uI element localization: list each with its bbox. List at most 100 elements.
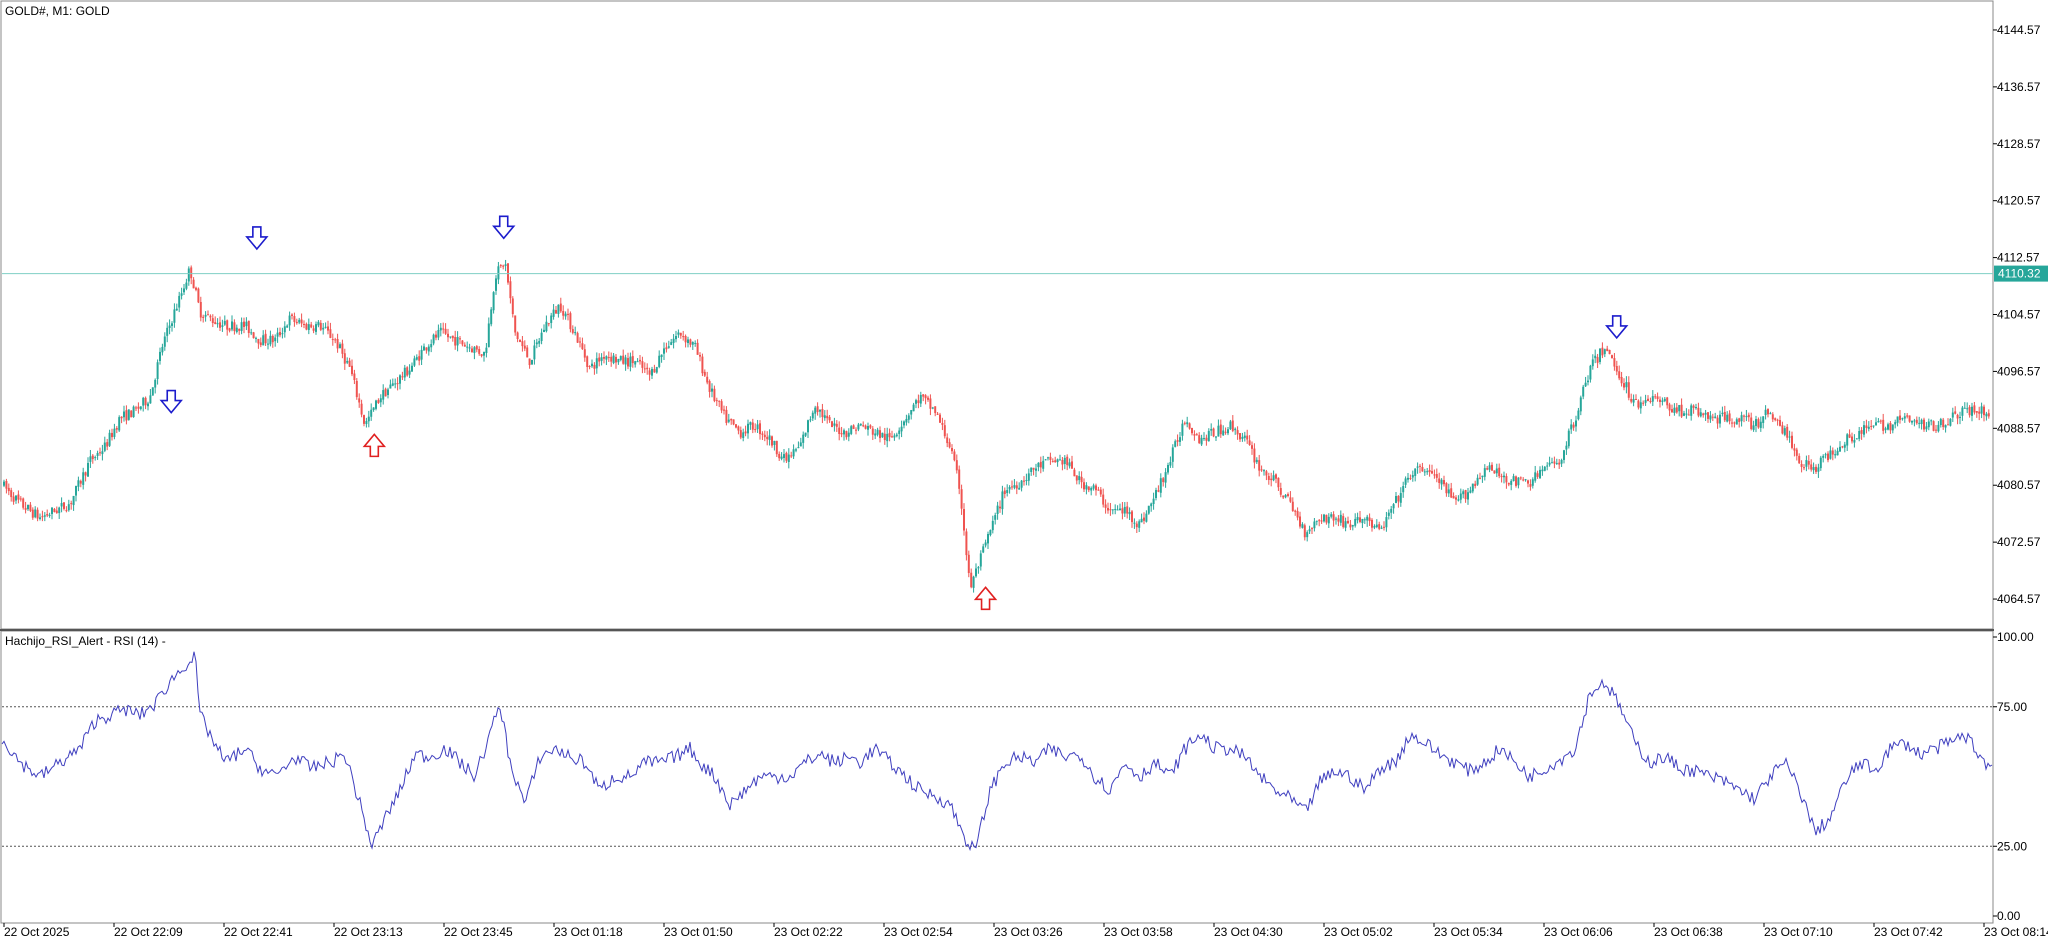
price-tick-label: 4144.57 [1997,23,2041,37]
time-tick-label: 23 Oct 07:10 [1764,925,1833,939]
candle-body [389,384,392,389]
candle-body [1171,447,1174,462]
candle-body [581,343,584,350]
candle-body [617,359,620,363]
candle-body [99,452,101,454]
candle-body [1882,419,1885,431]
candle-body [1591,359,1594,367]
candle-body [603,356,605,359]
candle-body [1440,479,1443,485]
candle-body [394,383,397,385]
candle-body [228,328,231,331]
candle-body [867,426,869,430]
candle-body [1457,499,1460,501]
candle-body [523,345,526,349]
candle-body [144,397,147,406]
candle-body [315,324,317,332]
candle-body [1911,420,1913,423]
candle-body [1699,412,1702,417]
candle-body [1944,425,1947,428]
candle-body [684,336,687,343]
candle-body [951,447,953,452]
candle-body [163,336,166,347]
time-tick-label: 23 Oct 03:26 [994,925,1063,939]
candle-body [377,400,380,404]
candle-body [65,510,68,512]
candle-body [15,495,17,501]
candle-body [1793,448,1796,451]
candle-body [1651,396,1654,402]
candle-body [120,416,123,419]
candle-body [425,347,428,351]
candle-body [1848,434,1851,438]
candle-body [1755,419,1757,426]
candle-body [924,395,927,399]
candle-body [1483,468,1486,477]
candle-body [1104,504,1107,508]
candle-body [1608,349,1611,355]
candle-body [1786,426,1789,438]
candle-body [197,288,200,303]
current-price-line-layer: 4110.32 [2,265,2048,282]
candle-body [1459,493,1462,500]
candle-body [1253,448,1256,463]
rsi-tick-label: 100.00 [1997,630,2034,644]
candle-body [300,319,303,324]
candle-body [1114,509,1117,511]
candle-body [807,420,809,433]
candle-body [341,343,344,354]
candle-body [732,419,735,425]
candle-body [1606,348,1609,352]
candle-body [187,268,190,282]
candle-body [1536,473,1539,477]
candle-body [10,490,13,498]
candle-body [1311,528,1313,530]
candle-body [439,327,442,331]
candle-body [989,530,992,536]
candle-body [1023,480,1025,482]
candle-body [1750,417,1753,429]
candle-body [1503,475,1505,478]
candle-body [1709,415,1712,420]
candle-body [1783,428,1786,435]
candle-body [1498,467,1501,477]
candle-body [298,319,301,323]
candle-body [233,322,236,332]
candle-body [917,400,920,403]
candle-body [583,349,586,358]
candle-body [454,336,457,346]
candle-body [723,409,725,411]
candle-body [883,433,886,441]
candle-body [1769,413,1772,415]
candle-body [1920,419,1923,425]
price-tick-label: 4120.57 [1997,194,2041,208]
candle-body [778,453,781,459]
candle-body [1740,415,1743,422]
candle-body [274,337,277,342]
candle-body [864,425,867,429]
candle-body [862,425,865,427]
candle-body [1522,479,1525,481]
sell-signal-arrow-icon [1604,315,1629,340]
candle-body [744,431,747,434]
candle-body [1090,487,1093,491]
candle-body [1726,414,1729,422]
candle-body [821,409,824,417]
candle-body [149,395,152,404]
candle-body [1229,421,1232,430]
candle-body [1577,410,1580,420]
candle-body [1152,498,1155,505]
candle-body [1003,490,1006,495]
candle-body [785,452,788,461]
candle-body [1428,470,1431,473]
candle-body [1123,506,1126,514]
candle-body [855,429,857,431]
candle-body [1918,422,1921,424]
price-tick-label: 4096.57 [1997,364,2041,378]
rsi-line [1,651,1993,852]
candle-body [1078,476,1081,481]
candle-body [1296,511,1299,518]
candle-body [1930,420,1933,422]
candle-body [967,554,970,574]
